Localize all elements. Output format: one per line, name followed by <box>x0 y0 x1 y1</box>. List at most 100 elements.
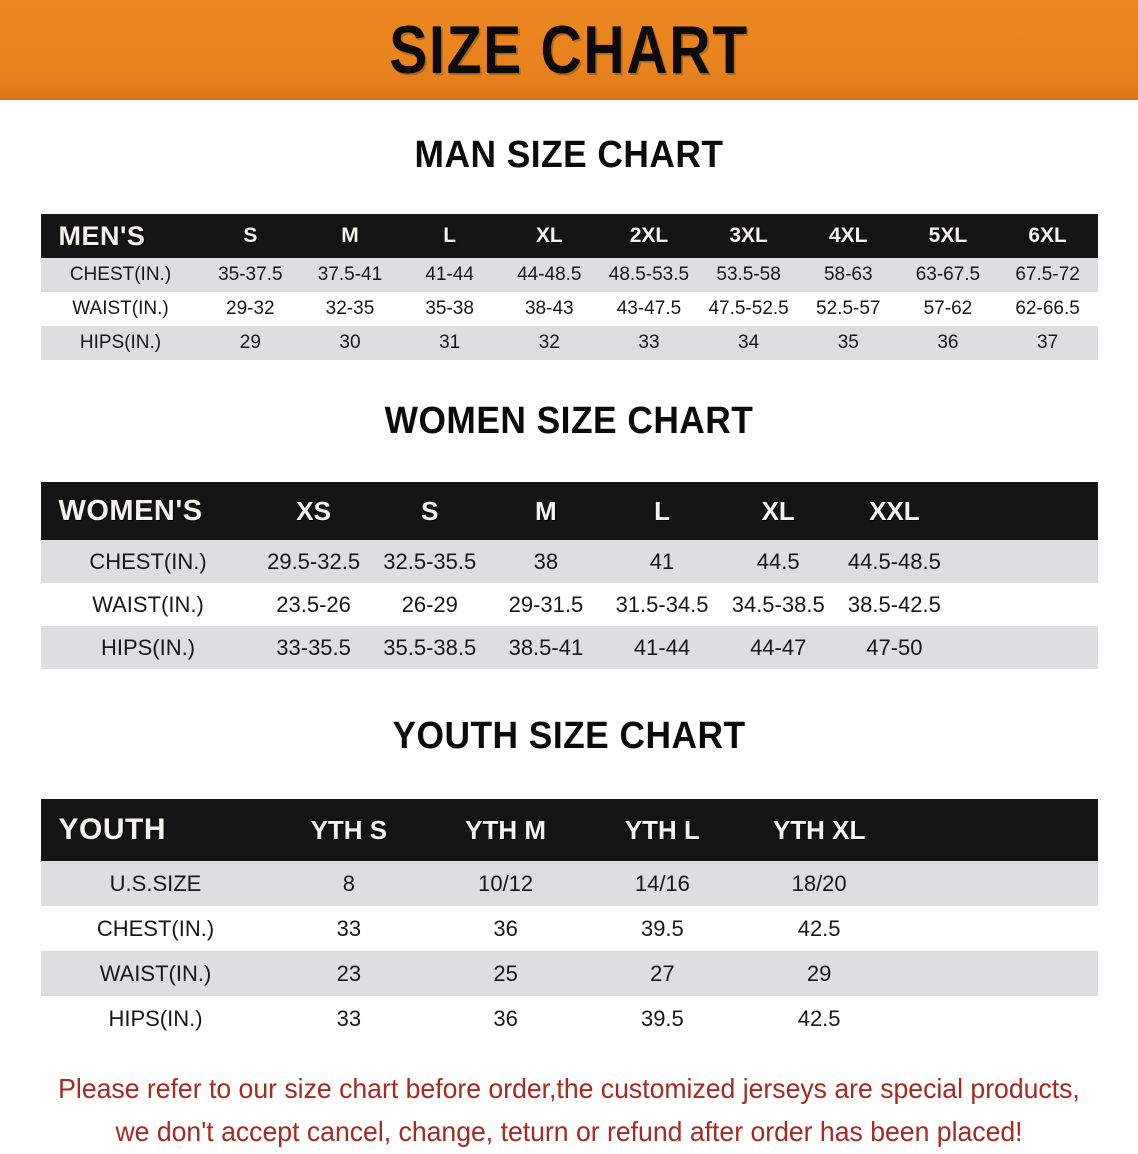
men-header-row: MEN'S S M L XL 2XL 3XL 4XL 5XL 6XL <box>40 214 1098 258</box>
men-measure-value: 53.5-58 <box>716 264 781 285</box>
youth-header-row: YOUTH YTH S YTH M YTH L YTH XL <box>40 799 1098 861</box>
men-header-label: MEN'S <box>58 220 146 251</box>
women-section-title: WOMEN SIZE CHART <box>384 400 754 442</box>
women-row-spacer <box>952 583 1097 626</box>
women-measure-value: 34.5-38.5 <box>731 591 825 617</box>
men-measure-value: 57-62 <box>923 298 973 319</box>
youth-measure-value: 39.5 <box>640 1005 684 1031</box>
men-column-header: 2XL <box>629 224 669 247</box>
men-table-head: MEN'S S M L XL 2XL 3XL 4XL 5XL 6XL <box>40 214 1098 258</box>
women-size-section: WOMEN SIZE CHART WOMEN'S XS S M L XL XXL CHEST… <box>0 402 1138 669</box>
youth-row-spacer <box>898 996 1098 1041</box>
youth-header-spacer <box>898 799 1098 861</box>
youth-column-header: YTH M <box>465 814 547 845</box>
men-measure-value: 29 <box>239 332 261 353</box>
men-section-title: MAN SIZE CHART <box>414 134 724 176</box>
youth-section-title: YOUTH SIZE CHART <box>392 715 746 757</box>
youth-table-head: YOUTH YTH S YTH M YTH L YTH XL <box>40 799 1098 861</box>
table-row: WAIST(IN.) 23 25 27 29 <box>40 951 1098 996</box>
women-measure-value: 23.5-26 <box>276 591 351 617</box>
youth-row-spacer <box>898 906 1098 951</box>
table-row: WAIST(IN.) 29-32 32-35 35-38 38-43 43-47.5 47.… <box>40 292 1098 326</box>
youth-measure-value: 10/12 <box>478 870 534 896</box>
women-size-table: WOMEN'S XS S M L XL XXL CHEST(IN.) 29.5-32.5 32.… <box>40 482 1098 669</box>
table-row: CHEST(IN.) 29.5-32.5 32.5-35.5 38 41 44.5 44.5… <box>40 540 1098 583</box>
men-measure-label: WAIST(IN.) <box>72 298 169 319</box>
page-title: SIZE CHART <box>389 12 749 88</box>
men-measure-value: 43-47.5 <box>616 298 682 319</box>
youth-measure-value: 36 <box>493 915 518 941</box>
women-header-row: WOMEN'S XS S M L XL XXL <box>40 482 1098 540</box>
youth-column-header: YTH S <box>310 814 388 845</box>
youth-row-spacer <box>898 951 1098 996</box>
women-measure-value: 44.5-48.5 <box>847 548 941 574</box>
youth-size-table: YOUTH YTH S YTH M YTH L YTH XL U.S.SIZE 8 10/1… <box>40 799 1098 1041</box>
women-measure-value: 29.5-32.5 <box>267 548 361 574</box>
youth-column-header: YTH XL <box>772 814 866 845</box>
youth-size-section: YOUTH SIZE CHART YOUTH YTH S YTH M YTH L YTH… <box>0 717 1138 1041</box>
women-column-header: L <box>654 495 670 526</box>
women-measure-label: CHEST(IN.) <box>89 548 207 574</box>
order-policy-line-1: Please refer to our size chart before or… <box>58 1073 1080 1104</box>
women-measure-value: 26-29 <box>401 591 458 617</box>
table-row: WAIST(IN.) 23.5-26 26-29 29-31.5 31.5-34.5 34… <box>40 583 1098 626</box>
men-measure-value: 35-37.5 <box>218 264 283 285</box>
women-column-header: XS <box>296 495 331 526</box>
men-measure-value: 58-63 <box>823 264 873 285</box>
men-column-header: L <box>443 224 457 247</box>
men-measure-value: 30 <box>339 332 361 353</box>
women-row-spacer <box>952 626 1097 669</box>
youth-measure-value: 33 <box>336 915 362 941</box>
youth-measure-value: 29 <box>806 960 832 986</box>
youth-measure-label: WAIST(IN.) <box>99 960 212 986</box>
youth-measure-value: 14/16 <box>634 870 690 896</box>
youth-table-body: U.S.SIZE 8 10/12 14/16 18/20 CHEST(IN.) 33 36 39… <box>40 861 1098 1041</box>
youth-measure-label: HIPS(IN.) <box>108 1005 203 1031</box>
men-size-section: MAN SIZE CHART MEN'S S M L XL 2XL 3XL 4XL 5XL 6XL… <box>0 136 1138 360</box>
women-measure-label: HIPS(IN.) <box>100 634 196 660</box>
men-measure-value: 47.5-52.5 <box>708 298 789 319</box>
men-column-header: 3XL <box>729 224 768 247</box>
men-column-header: 6XL <box>1028 224 1067 247</box>
youth-header-label: YOUTH <box>58 813 166 846</box>
men-size-table: MEN'S S M L XL 2XL 3XL 4XL 5XL 6XL CHEST(IN.) 35-3… <box>40 214 1098 360</box>
women-row-spacer <box>952 540 1097 583</box>
women-measure-value: 38.5-42.5 <box>847 591 941 617</box>
women-measure-value: 41-44 <box>633 634 691 660</box>
men-measure-value: 52.5-57 <box>816 298 881 319</box>
table-row: CHEST(IN.) 33 36 39.5 42.5 <box>40 906 1098 951</box>
table-row: CHEST(IN.) 35-37.5 37.5-41 41-44 44-48.5 48.5… <box>40 258 1098 292</box>
men-column-header: 5XL <box>928 224 968 247</box>
men-measure-value: 32 <box>538 332 560 353</box>
men-table-body: CHEST(IN.) 35-37.5 37.5-41 41-44 44-48.5 48.5… <box>40 258 1098 360</box>
women-measure-label: WAIST(IN.) <box>92 591 204 617</box>
women-measure-value: 38.5-41 <box>508 634 584 660</box>
men-measure-value: 34 <box>738 332 760 353</box>
table-row: HIPS(IN.) 33 36 39.5 42.5 <box>40 996 1098 1041</box>
women-column-header: XL <box>761 495 795 526</box>
youth-measure-value: 39.5 <box>640 915 684 941</box>
women-measure-value: 32.5-35.5 <box>383 548 477 574</box>
women-table-body: CHEST(IN.) 29.5-32.5 32.5-35.5 38 41 44.5 44.5… <box>40 540 1098 669</box>
youth-measure-value: 42.5 <box>797 1005 841 1031</box>
men-measure-value: 33 <box>638 332 660 353</box>
youth-measure-value: 18/20 <box>791 870 847 896</box>
youth-measure-label: CHEST(IN.) <box>96 915 215 941</box>
men-measure-value: 36 <box>937 332 959 353</box>
youth-measure-value: 25 <box>493 960 518 986</box>
youth-measure-value: 23 <box>336 960 362 986</box>
order-policy-note: Please refer to our size chart before or… <box>47 1067 1092 1154</box>
women-measure-value: 29-31.5 <box>508 591 584 617</box>
women-measure-value: 44.5 <box>756 548 800 574</box>
table-row: HIPS(IN.) 29 30 31 32 33 34 35 36 37 <box>40 326 1098 360</box>
women-column-header: XXL <box>869 495 920 526</box>
men-measure-value: 44-48.5 <box>517 264 582 285</box>
men-measure-value: 31 <box>439 332 461 353</box>
women-measure-value: 38 <box>533 548 559 574</box>
men-measure-label: HIPS(IN.) <box>79 332 162 353</box>
page-banner: SIZE CHART <box>0 0 1138 100</box>
women-table-head: WOMEN'S XS S M L XL XXL <box>40 482 1098 540</box>
youth-measure-value: 27 <box>650 960 675 986</box>
youth-measure-value: 33 <box>336 1005 362 1031</box>
men-measure-value: 37.5-41 <box>317 264 383 285</box>
